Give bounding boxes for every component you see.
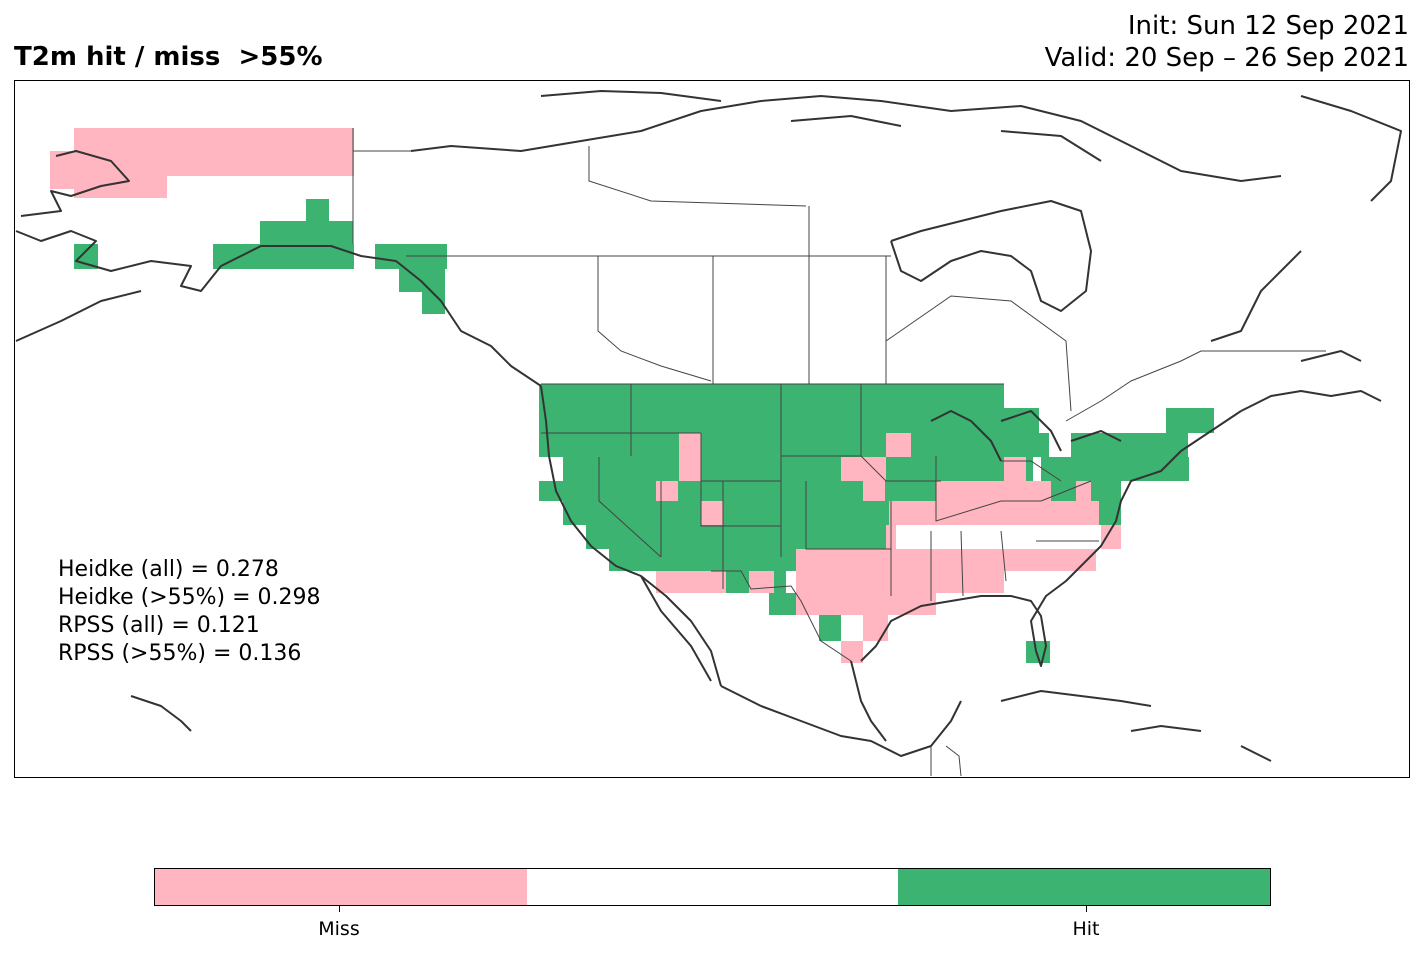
- hit-cell: [539, 408, 1029, 433]
- miss-cell: [819, 549, 839, 571]
- miss-cell: [50, 151, 74, 189]
- state-province-borders: [352, 128, 1326, 777]
- hit-cell: [260, 221, 353, 244]
- hit-cell: [306, 199, 329, 221]
- heidke-all: Heidke (all) = 0.278: [58, 557, 279, 582]
- colorbar-miss-segment: [155, 869, 527, 905]
- miss-cell: [679, 433, 701, 457]
- hit-cell: [539, 384, 1004, 408]
- miss-cell: [749, 571, 774, 593]
- colorbar-label-hit: Hit: [1072, 918, 1100, 940]
- colorbar-tick-miss: [339, 906, 340, 912]
- miss-cell: [1004, 457, 1026, 481]
- date-block: Init: Sun 12 Sep 2021 Valid: 20 Sep – 26…: [1045, 10, 1409, 74]
- map-title: T2m hit / miss >55%: [14, 42, 323, 72]
- map-canvas: [15, 90, 1402, 777]
- miss-cell: [796, 571, 1006, 593]
- miss-cell: [679, 457, 701, 481]
- hit-cell: [539, 481, 969, 501]
- hit-cell: [563, 501, 943, 525]
- us-state-borders: [541, 383, 1099, 662]
- hit-cell: [1051, 481, 1076, 501]
- miss-cell: [74, 128, 354, 176]
- hit-cell: [609, 549, 799, 571]
- miss-cell: [841, 457, 886, 481]
- hudson-labrador-coast: [890, 200, 1382, 412]
- west-coast: [540, 385, 722, 687]
- central-america-borders: [930, 745, 962, 777]
- alaska-coast: [15, 150, 542, 387]
- hit-cell: [539, 433, 1049, 457]
- hit-cell: [422, 292, 445, 314]
- hit-cell: [911, 457, 936, 481]
- colorbar-neutral-segment: [526, 869, 899, 905]
- miss-cell: [656, 571, 726, 593]
- miss-cell: [863, 481, 885, 501]
- rpss-55: RPSS (>55%) = 0.136: [58, 641, 302, 666]
- miss-cell: [841, 641, 863, 663]
- hit-cell: [819, 615, 841, 641]
- init-date: Init: Sun 12 Sep 2021: [1127, 11, 1409, 41]
- hit-cell: [213, 244, 354, 269]
- skill-scores: Heidke (all) = 0.278 Heidke (>55%) = 0.2…: [58, 556, 321, 668]
- canada-borders: [352, 128, 1326, 422]
- hit-cell: [1029, 408, 1039, 433]
- valid-date: Valid: 20 Sep – 26 Sep 2021: [1044, 43, 1409, 73]
- hit-cell: [1071, 433, 1188, 457]
- hit-cell: [956, 457, 1004, 481]
- miss-cell: [936, 481, 1051, 501]
- colorbar: [154, 868, 1271, 906]
- hit-cell: [886, 457, 911, 481]
- miss-cell: [863, 613, 888, 641]
- miss-cell: [656, 481, 678, 501]
- great-lakes-coast: [930, 410, 1122, 462]
- miss-cell: [886, 433, 911, 457]
- arctic-coast: [410, 90, 1402, 202]
- hit-cell: [1041, 457, 1189, 481]
- colorbar-label-miss: Miss: [318, 918, 360, 940]
- rpss-all: RPSS (all) = 0.121: [58, 613, 260, 638]
- map-frame: [14, 80, 1410, 778]
- neutral-cell: [1004, 571, 1039, 593]
- hit-cell: [1166, 408, 1214, 433]
- colorbar-tick-hit: [1086, 906, 1087, 912]
- colorbar-hit-segment: [898, 869, 1271, 905]
- miss-cell: [796, 549, 1096, 571]
- miss-cell: [74, 176, 167, 198]
- miss-cell: [701, 501, 723, 525]
- coastlines: [15, 90, 1402, 762]
- islands-coast: [130, 690, 1272, 762]
- gulf-east-coast: [720, 410, 1242, 757]
- miss-cell: [796, 593, 936, 615]
- heidke-55: Heidke (>55%) = 0.298: [58, 585, 321, 610]
- hit-cell: [586, 525, 886, 549]
- hit-cell: [399, 269, 445, 292]
- hit-cell: [563, 457, 1033, 481]
- miss-cell: [1101, 525, 1121, 549]
